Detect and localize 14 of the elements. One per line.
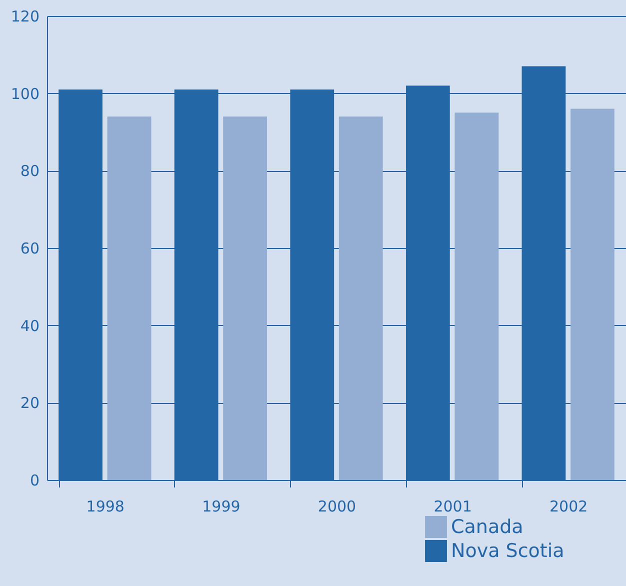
y-tick-label: 80 xyxy=(20,162,40,180)
y-tick-label: 60 xyxy=(20,240,40,258)
x-tick-label: 2002 xyxy=(550,498,588,516)
y-tick-label: 100 xyxy=(10,84,40,103)
y-tick-label: 120 xyxy=(10,8,40,26)
x-tick-label: 2000 xyxy=(318,498,356,516)
x-tick-label: 2001 xyxy=(434,498,472,516)
legend-label: Nova Scotia xyxy=(451,540,564,562)
y-tick-label: 0 xyxy=(30,472,40,490)
x-tick-label: 1999 xyxy=(202,498,240,516)
x-tick-label: 1998 xyxy=(86,498,124,516)
y-tick-label: 40 xyxy=(20,316,40,335)
legend-label: Canada xyxy=(451,516,524,538)
y-tick-label: 20 xyxy=(20,394,40,412)
